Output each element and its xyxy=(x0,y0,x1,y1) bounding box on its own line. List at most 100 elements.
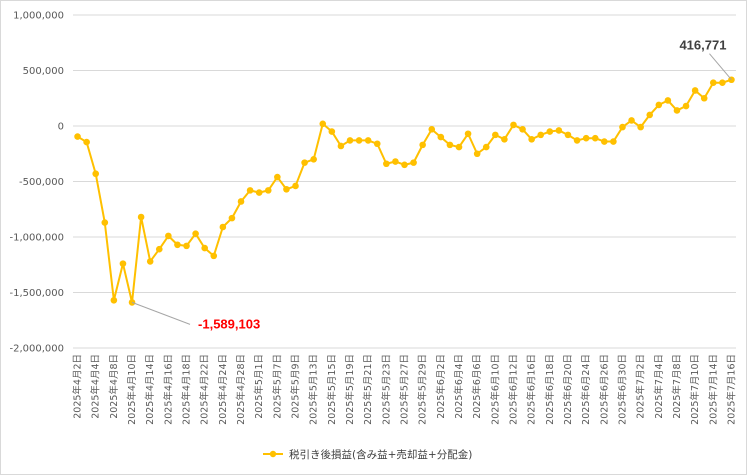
data-point xyxy=(564,131,572,139)
data-point xyxy=(146,258,154,265)
data-point xyxy=(228,214,236,222)
data-point xyxy=(419,141,426,149)
legend-marker xyxy=(269,450,277,458)
data-point xyxy=(119,260,127,267)
legend: 税引き後損益(含み益+売却益+分配金) xyxy=(263,448,472,461)
x-tick-label: 2025年7月16日 xyxy=(725,354,737,425)
data-point xyxy=(482,143,490,151)
data-point xyxy=(646,111,654,119)
x-tick-label: 2025年5月19日 xyxy=(344,354,356,425)
y-tick-label: -500,000 xyxy=(19,177,64,188)
data-point xyxy=(410,159,417,166)
annotation-leader-line xyxy=(709,53,732,81)
data-point xyxy=(383,160,390,168)
x-axis-tick-labels: 2025年4月2日 2025年4月4日 2025年4月8日 2025年4月10日 202… xyxy=(72,354,738,425)
annotation-label: -1,589,103 xyxy=(198,316,260,331)
data-point xyxy=(292,182,299,190)
data-point xyxy=(237,198,245,205)
series-layer xyxy=(74,76,735,306)
data-point xyxy=(92,170,100,178)
data-point xyxy=(619,123,626,131)
data-point xyxy=(719,79,726,87)
annotation-leader-line xyxy=(131,301,191,325)
x-tick-label: 2025年7月8日 xyxy=(671,354,683,419)
data-point xyxy=(246,187,254,194)
x-tick-label: 2025年4月28日 xyxy=(235,354,247,425)
data-point xyxy=(700,94,708,102)
x-tick-label: 2025年4月4日 xyxy=(90,354,102,419)
data-point xyxy=(655,101,663,109)
data-point xyxy=(664,97,672,104)
x-tick-label: 2025年6月16日 xyxy=(526,354,538,425)
x-tick-label: 2025年5月9日 xyxy=(290,354,302,419)
y-tick-label: 0 xyxy=(58,122,64,133)
data-point xyxy=(174,241,181,249)
x-tick-label: 2025年6月2日 xyxy=(435,354,447,419)
x-tick-label: 2025年5月21日 xyxy=(362,354,374,425)
y-tick-label: -1,500,000 xyxy=(9,288,64,299)
data-point xyxy=(110,296,118,304)
x-tick-label: 2025年4月8日 xyxy=(108,354,120,419)
annotations: -1,589,103 416,771 xyxy=(131,38,732,331)
x-tick-label: 2025年6月4日 xyxy=(453,354,465,419)
data-point xyxy=(274,173,281,181)
data-point xyxy=(74,133,81,140)
data-point xyxy=(401,161,408,169)
data-point xyxy=(355,137,363,144)
data-point xyxy=(301,159,308,166)
data-point xyxy=(537,131,545,139)
data-point xyxy=(455,143,463,151)
data-point xyxy=(691,87,699,94)
y-tick-label: 500,000 xyxy=(23,66,64,77)
data-point xyxy=(673,107,681,114)
data-point xyxy=(101,219,109,226)
data-point xyxy=(610,138,617,145)
data-point xyxy=(428,126,436,133)
data-point xyxy=(473,150,481,158)
data-point xyxy=(210,252,218,260)
data-point xyxy=(183,242,190,250)
data-point xyxy=(501,136,508,143)
data-point xyxy=(392,158,399,165)
data-point xyxy=(255,189,263,196)
data-point xyxy=(582,134,590,142)
x-tick-label: 2025年6月18日 xyxy=(544,354,556,425)
x-tick-label: 2025年6月26日 xyxy=(598,354,610,425)
data-point xyxy=(201,244,208,252)
y-tick-label: 1,000,000 xyxy=(13,11,64,22)
y-tick-label: -2,000,000 xyxy=(9,344,64,355)
data-point xyxy=(364,137,372,144)
data-point xyxy=(83,138,90,146)
series-line xyxy=(77,78,732,304)
data-point xyxy=(192,230,199,237)
data-point xyxy=(492,131,499,139)
data-point xyxy=(346,137,354,144)
x-tick-label: 2025年5月7日 xyxy=(271,354,283,419)
data-point xyxy=(464,130,472,138)
x-tick-label: 2025年5月1日 xyxy=(253,354,265,419)
data-point xyxy=(373,140,381,148)
data-point xyxy=(437,133,445,141)
data-point xyxy=(446,141,454,149)
x-tick-label: 2025年5月13日 xyxy=(308,354,320,425)
x-tick-label: 2025年4月10日 xyxy=(126,354,138,425)
data-point xyxy=(219,223,227,231)
x-tick-label: 2025年5月15日 xyxy=(326,354,338,425)
annotation-label: 416,771 xyxy=(679,38,726,53)
data-point xyxy=(555,127,563,134)
x-tick-label: 2025年5月23日 xyxy=(380,354,392,425)
gridlines xyxy=(73,14,736,349)
data-point xyxy=(328,128,336,135)
x-tick-label: 2025年4月16日 xyxy=(162,354,174,425)
data-point xyxy=(165,232,172,240)
data-point xyxy=(337,142,345,150)
data-point xyxy=(310,156,317,163)
x-tick-label: 2025年6月12日 xyxy=(507,354,519,425)
x-tick-label: 2025年4月14日 xyxy=(144,354,156,425)
x-tick-label: 2025年5月27日 xyxy=(399,354,411,425)
data-point xyxy=(510,121,517,129)
legend-label: 税引き後損益(含み益+売却益+分配金) xyxy=(289,448,472,461)
x-tick-label: 2025年6月10日 xyxy=(489,354,501,425)
x-tick-label: 2025年4月18日 xyxy=(181,354,193,425)
